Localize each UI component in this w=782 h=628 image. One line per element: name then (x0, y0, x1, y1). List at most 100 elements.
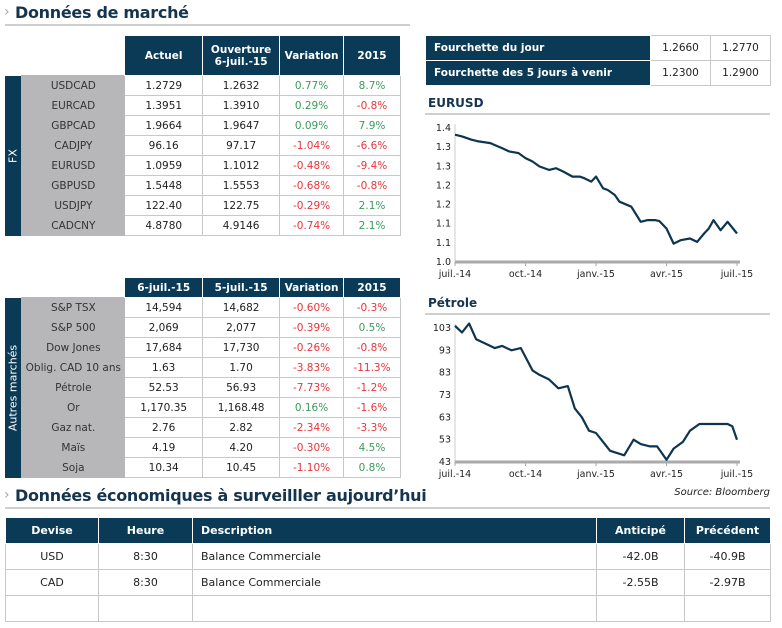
table-row: GBPUSD 1.5448 1.5553 -0.68% -0.8% (5, 175, 401, 196)
precedent: -2.97B (684, 569, 771, 596)
col-date1: 6-juil.-15 (124, 277, 204, 298)
group-label: FX (5, 75, 22, 236)
range-row: Fourchette des 5 jours à venir 1.2300 1.29… (425, 60, 771, 86)
variation: 0.09% (279, 115, 345, 136)
variation: -7.73% (279, 377, 345, 398)
instrument-name: Gaz nat. (21, 417, 126, 438)
col-ouverture: Ouverture 6-juil.-15 (202, 35, 281, 76)
x-tick-label: oct.-14 (509, 469, 542, 480)
ytd-change: 2.1% (343, 195, 401, 216)
instrument-name: Pétrole (21, 377, 126, 398)
divider (5, 507, 770, 509)
value-current: 52.53 (124, 377, 204, 398)
section-title-market: Données de marché (15, 3, 189, 22)
description: Balance Commerciale (192, 569, 597, 596)
instrument-name: USDJPY (21, 195, 126, 216)
table-row: CADCNY 4.8780 4.9146 -0.74% 2.1% (5, 215, 401, 236)
variation: 0.29% (279, 95, 345, 116)
y-tick-label: 1.3 (436, 161, 451, 172)
series-line (454, 322, 739, 461)
value-current: 1,170.35 (124, 397, 204, 418)
col-actuel: Actuel (124, 35, 204, 76)
instrument-name: GBPUSD (21, 175, 126, 196)
x-tick-label: juil.-14 (438, 469, 471, 480)
col-description: Description (192, 517, 597, 544)
col-variation: Variation (279, 277, 345, 298)
table-row: Autres marchés S&P TSX 14,594 14,682 -0.60% -… (5, 297, 401, 478)
divider (5, 24, 410, 26)
ytd-change: -6.6% (343, 135, 401, 156)
value-current: 1.9664 (124, 115, 204, 136)
value-previous: 1.3910 (202, 95, 281, 116)
instrument-name: Or (21, 397, 126, 418)
col-variation: Variation (279, 35, 345, 76)
variation: -0.26% (279, 337, 345, 358)
ytd-change: -11.3% (343, 357, 401, 378)
variation: -0.74% (279, 215, 345, 236)
group-label: Autres marchés (5, 297, 22, 478)
value-previous: 1,168.48 (202, 397, 281, 418)
y-tick-label: 43 (439, 457, 451, 468)
range-table: Fourchette du jour 1.2660 1.2770 Fourchett… (425, 35, 771, 86)
devise: USD (5, 543, 99, 570)
value-current: 4.19 (124, 437, 204, 458)
table-row: CADJPY 96.16 97.17 -1.04% -6.6% (5, 135, 401, 156)
value-current: 2,069 (124, 317, 204, 338)
variation: -0.48% (279, 155, 345, 176)
variation: -3.83% (279, 357, 345, 378)
x-tick-label: oct.-14 (509, 269, 542, 280)
col-2015: 2015 (343, 35, 401, 76)
value-previous: 4.9146 (202, 215, 281, 236)
variation: -1.04% (279, 135, 345, 156)
instrument-name: S&P TSX (21, 297, 126, 318)
precedent: -40.9B (684, 543, 771, 570)
instrument-name: CADCNY (21, 215, 126, 236)
instrument-name: Dow Jones (21, 337, 126, 358)
y-tick-label: 1.4 (436, 123, 451, 134)
ytd-change: 0.8% (343, 457, 401, 478)
ytd-change: -0.8% (343, 95, 401, 116)
ytd-change: -0.8% (343, 175, 401, 196)
table-row: GBPCAD 1.9664 1.9647 0.09% 7.9% (5, 115, 401, 136)
table-row: EURUSD 1.0959 1.1012 -0.48% -9.4% (5, 155, 401, 176)
y-tick-label: 1.1 (436, 219, 451, 230)
value-previous: 1.1012 (202, 155, 281, 176)
chevron-right-icon: › (4, 487, 10, 503)
value-previous: 1.5553 (202, 175, 281, 196)
table-row: EURCAD 1.3951 1.3910 0.29% -0.8% (5, 95, 401, 116)
value-current: 14,594 (124, 297, 204, 318)
range-row: Fourchette du jour 1.2660 1.2770 (425, 35, 771, 61)
anticipe: -2.55B (596, 569, 685, 596)
table-row: Soja 10.34 10.45 -1.10% 0.8% (5, 457, 401, 478)
y-tick-label: 73 (439, 390, 451, 401)
ytd-change: 7.9% (343, 115, 401, 136)
anticipe: -42.0B (596, 543, 685, 570)
x-tick-label: avr.-15 (650, 269, 683, 280)
value-current: 1.2729 (124, 75, 204, 96)
ytd-change: -0.3% (343, 297, 401, 318)
variation: -0.39% (279, 317, 345, 338)
ytd-change: -0.8% (343, 337, 401, 358)
value-current: 2.76 (124, 417, 204, 438)
value-current: 4.8780 (124, 215, 204, 236)
value-previous: 97.17 (202, 135, 281, 156)
variation: -1.10% (279, 457, 345, 478)
chart-title-petrole: Pétrole (428, 296, 478, 310)
table-row: Maïs 4.19 4.20 -0.30% 4.5% (5, 437, 401, 458)
value-current: 1.3951 (124, 95, 204, 116)
instrument-name: CADJPY (21, 135, 126, 156)
ytd-change: -1.6% (343, 397, 401, 418)
instrument-name: Oblig. CAD 10 ans (21, 357, 126, 378)
table-row: Pétrole 52.53 56.93 -7.73% -1.2% (5, 377, 401, 398)
ytd-change: -3.3% (343, 417, 401, 438)
divider (425, 113, 770, 115)
fx-table: Actuel Ouverture 6-juil.-15 Variation 201… (5, 35, 401, 236)
description: Balance Commerciale (192, 543, 597, 570)
value-previous: 1.9647 (202, 115, 281, 136)
value-previous: 14,682 (202, 297, 281, 318)
value-current: 17,684 (124, 337, 204, 358)
variation: 0.77% (279, 75, 345, 96)
y-tick-label: 1.1 (436, 238, 451, 249)
ytd-change: 0.5% (343, 317, 401, 338)
